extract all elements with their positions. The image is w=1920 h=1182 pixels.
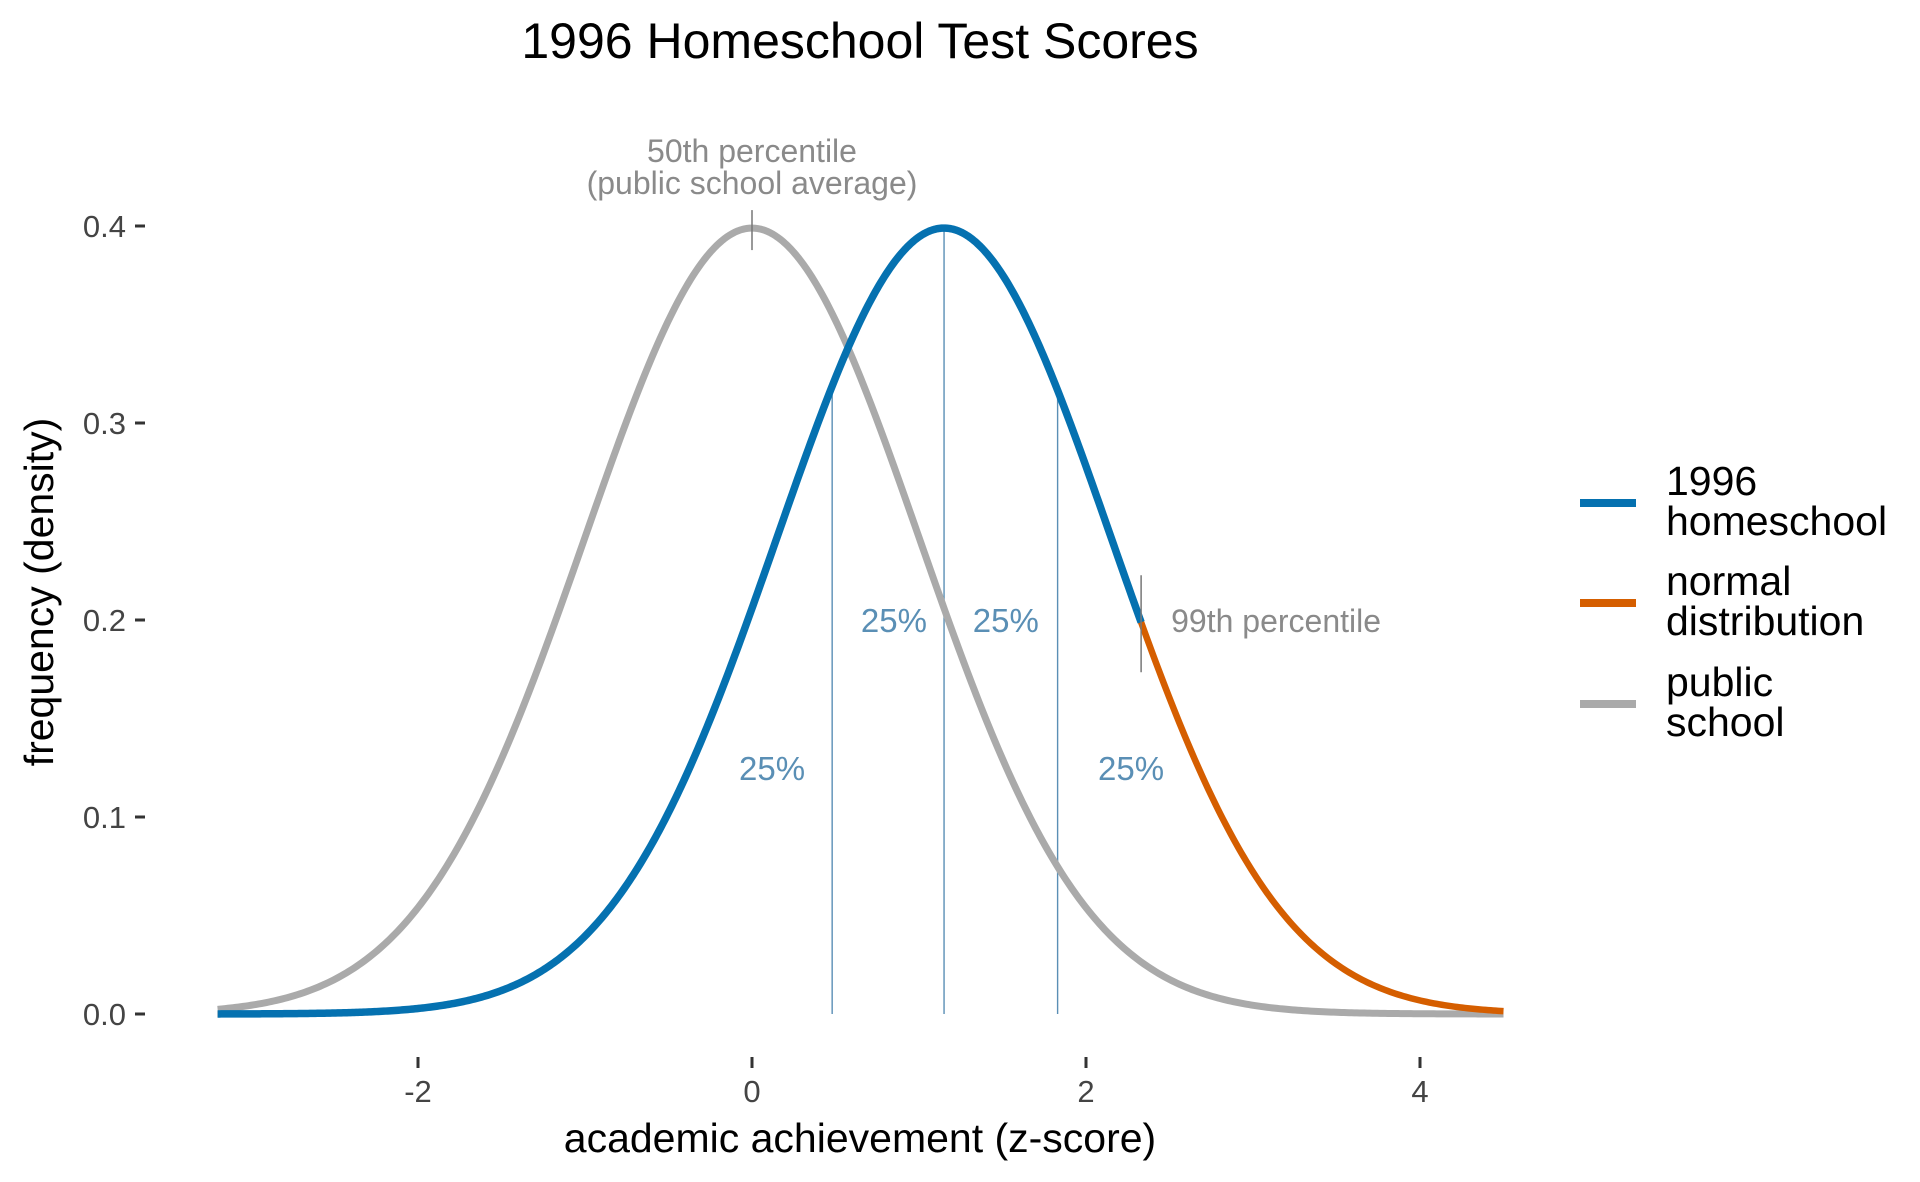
- series-line-public-school: [216, 224, 1505, 1018]
- p50-annotation-line2: (public school average): [587, 165, 918, 201]
- y-tick-label: 0.4: [83, 209, 126, 244]
- x-tick-label: 0: [743, 1074, 760, 1109]
- quartile-label: 25%: [1098, 750, 1164, 787]
- x-tick-label: -2: [404, 1074, 432, 1109]
- legend-label: school: [1666, 699, 1785, 745]
- quartile-label: 25%: [739, 750, 805, 787]
- legend-label: public: [1666, 659, 1773, 705]
- plot-area: -2 0 2 4 0.0 0.1 0.2 0.3 0.4 25% 25% 25% 25% 50th per…: [83, 133, 1505, 1109]
- x-tick-label: 2: [1077, 1074, 1094, 1109]
- legend-label: homeschool: [1666, 498, 1887, 544]
- y-tick-label: 0.2: [83, 603, 126, 638]
- p99-annotation: 99th percentile: [1171, 603, 1381, 639]
- series-line-1996-homeschool: [215, 224, 1145, 1018]
- y-tick-label: 0.3: [83, 406, 126, 441]
- x-tick-label: 4: [1411, 1074, 1428, 1109]
- y-tick-label: 0.0: [83, 997, 126, 1032]
- legend-label: 1996: [1666, 458, 1757, 504]
- legend-label: normal: [1666, 558, 1791, 604]
- quartile-label: 25%: [861, 602, 927, 639]
- y-axis-title: frequency (density): [16, 418, 62, 767]
- quartile-label: 25%: [973, 602, 1039, 639]
- x-axis-title: academic achievement (z-score): [564, 1115, 1156, 1161]
- p50-annotation-line1: 50th percentile: [647, 133, 857, 169]
- legend-label: distribution: [1666, 598, 1864, 644]
- y-tick-label: 0.1: [83, 800, 126, 835]
- chart-title: 1996 Homeschool Test Scores: [521, 13, 1198, 69]
